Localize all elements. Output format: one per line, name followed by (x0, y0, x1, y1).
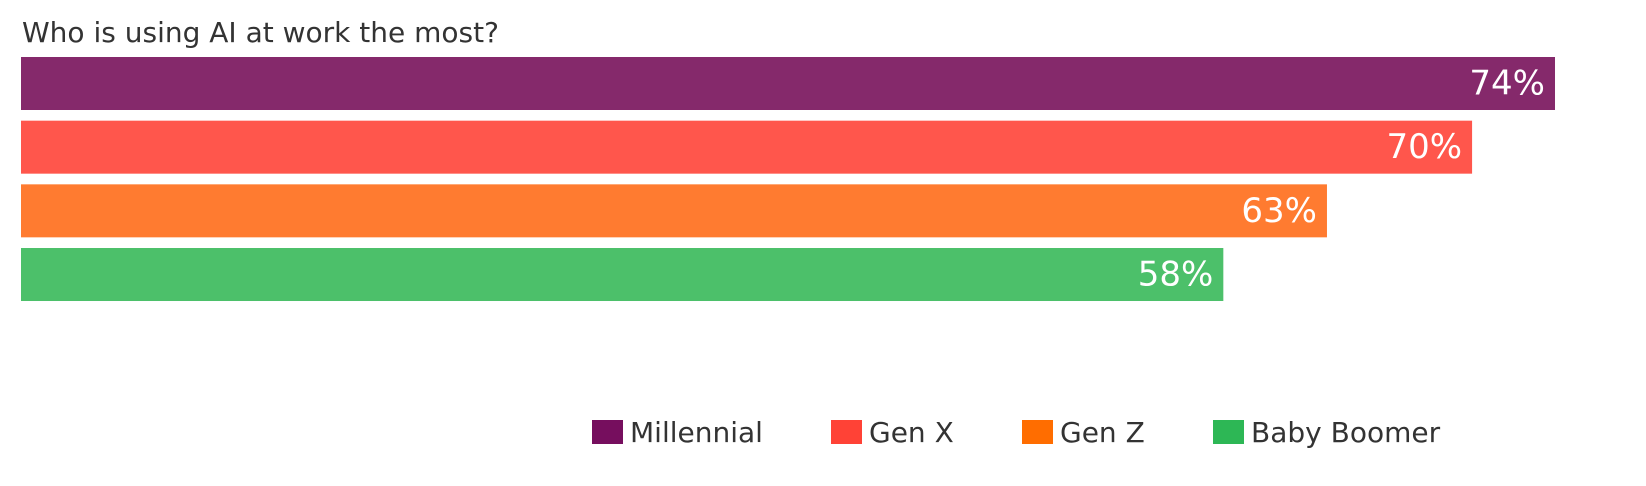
data-label-baby-boomer: 58% (1138, 255, 1214, 295)
bar-baby-boomer (21, 248, 1224, 302)
data-label-gen-x: 70% (1387, 127, 1463, 167)
data-label-millennial: 74% (1469, 64, 1545, 104)
chart-title: Who is using AI at work the most? (22, 16, 499, 49)
data-label-gen-z: 63% (1241, 191, 1317, 231)
bar-millennial (21, 57, 1555, 110)
bar-gen-x (21, 120, 1473, 174)
bar-gen-z (21, 184, 1327, 238)
